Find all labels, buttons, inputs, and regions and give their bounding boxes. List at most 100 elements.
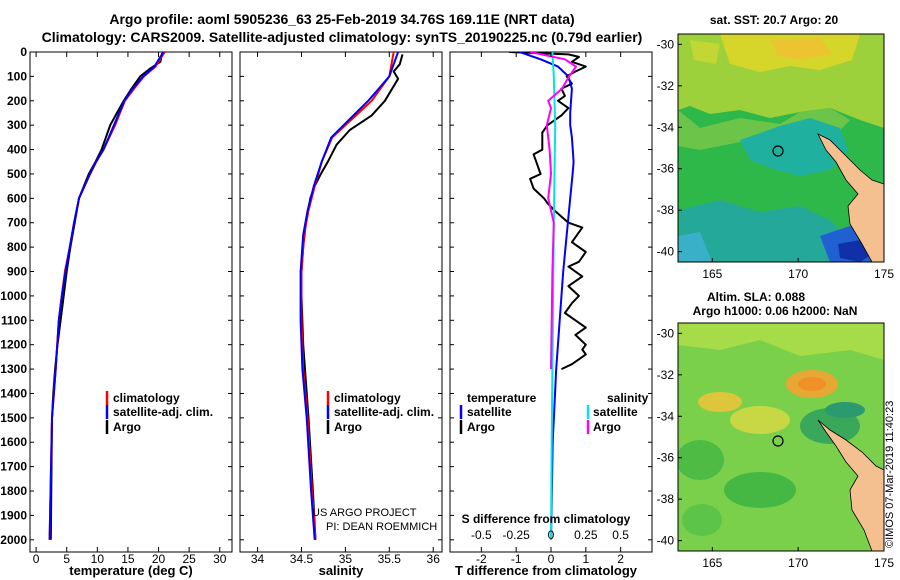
sst-map-argo-marker: [772, 145, 784, 157]
difference-legend: temperature salinity satellite Argo sate…: [459, 391, 649, 434]
s-diff-tick-label: 0.5: [612, 528, 629, 542]
depth-tick-label: 2000: [0, 533, 27, 547]
series-line-climatology: [300, 52, 395, 540]
series-line-temperature-argo: [509, 52, 587, 371]
x-tick-label: 25: [182, 552, 196, 566]
map-x-tick-label: 165: [702, 267, 722, 281]
sla-map-frame: [677, 322, 885, 552]
series-line-satellite-adj-clim-: [48, 52, 165, 540]
legend-argo-label: Argo: [113, 420, 141, 434]
temperature-profile-lines: [48, 52, 166, 540]
depth-tick-label: 1000: [0, 289, 27, 303]
x-tick-label: 10: [91, 552, 105, 566]
depth-tick-label: 1200: [0, 338, 27, 352]
s-diff-tick-label: 0.25: [574, 528, 598, 542]
map-y-tick-label: -40: [657, 534, 675, 548]
map-x-tick-label: 165: [702, 556, 722, 570]
temperature-legend: climatology satellite-adj. clim. Argo: [105, 391, 213, 434]
depth-tick-label: 1100: [1, 313, 27, 327]
depth-axis: 0 100 200 300 400 500 600 700 800 900 1000 1100 1200…: [0, 45, 652, 547]
map-y-tick-label: -40: [657, 245, 675, 259]
salinity-panel-frame: [239, 51, 443, 553]
map-x-tick-label: 170: [788, 267, 808, 281]
map-x-tick-label: 175: [874, 556, 894, 570]
credit-project: US ARGO PROJECT: [312, 507, 417, 519]
sst-map: [678, 34, 884, 262]
s-difference-x-axis: -0.5 -0.25 0 0.25 0.5: [471, 528, 629, 542]
x-tick-label: 30: [213, 552, 227, 566]
map-x-tick-label: 175: [874, 267, 894, 281]
difference-profile-lines: [509, 52, 587, 540]
legend-sal-argo: Argo: [593, 420, 621, 434]
series-line-argo: [300, 54, 404, 540]
depth-tick-label: 1600: [0, 435, 27, 449]
credit-pi: PI: DEAN ROEMMICH: [326, 521, 437, 533]
sla-map: [678, 323, 884, 551]
sla-map-argo-marker: [772, 435, 784, 447]
salinity-legend: climatology satellite-adj. clim. Argo: [326, 391, 434, 434]
series-line-satellite-adj-clim-: [299, 52, 400, 540]
s-diff-tick-label: -0.5: [471, 528, 492, 542]
legend-sal-sat: satellite: [593, 405, 638, 419]
salinity-profile-lines: [299, 52, 404, 540]
t-difference-axis-label: T difference from climatology: [455, 563, 638, 578]
depth-tick-label: 1900: [0, 508, 27, 522]
depth-tick-label: 1800: [0, 484, 27, 498]
legend-sat-label: satellite-adj. clim.: [113, 405, 213, 419]
s-difference-axis-label: S difference from climatology: [462, 512, 631, 526]
legend-argo-label: Argo: [334, 420, 362, 434]
legend-temp-title: temperature: [467, 391, 537, 405]
x-tick-label: -2: [476, 552, 487, 566]
figure-title-line2: Climatology: CARS2009. Satellite-adjuste…: [42, 29, 643, 45]
temperature-axis-label: temperature (deg C): [69, 563, 193, 578]
x-tick-label: 35.5: [378, 552, 402, 566]
sla-map-title2: Argo h1000: 0.06 h2000: NaN: [693, 304, 858, 318]
depth-tick-label: 900: [7, 265, 27, 279]
depth-tick-label: 700: [7, 216, 27, 230]
x-tick-label: 34: [251, 552, 265, 566]
salinity-x-axis: 34 34.5 35 35.5 36: [251, 52, 440, 566]
temperature-x-axis: 0 5 10 15 20 25 30: [33, 52, 227, 566]
map-y-tick-label: -36: [657, 162, 675, 176]
depth-tick-label: 1300: [0, 362, 27, 376]
map-y-tick-label: -30: [657, 326, 675, 340]
map-y-tick-label: -38: [657, 492, 675, 506]
legend-clim-label: climatology: [334, 391, 401, 405]
map-x-tick-label: 170: [788, 556, 808, 570]
map-y-tick-label: -32: [657, 79, 675, 93]
depth-tick-label: 400: [7, 143, 27, 157]
x-tick-label: 15: [121, 552, 135, 566]
depth-tick-label: 600: [7, 191, 27, 205]
x-tick-label: 0: [33, 552, 40, 566]
depth-tick-label: 1400: [0, 386, 27, 400]
legend-sat-label: satellite-adj. clim.: [334, 405, 434, 419]
depth-tick-label: 800: [7, 240, 27, 254]
x-tick-label: 1: [582, 552, 589, 566]
sst-map-axes: -30 -32 -34 -36 -38 -40 165 170 175: [657, 37, 895, 281]
temperature-panel-frame: [29, 51, 233, 553]
x-tick-label: 5: [63, 552, 70, 566]
series-line-temperature-satellite: [519, 52, 575, 540]
depth-tick-label: 1700: [0, 460, 27, 474]
s-diff-tick-label: 0: [548, 528, 555, 542]
x-tick-label: 36: [427, 552, 441, 566]
depth-tick-label: 100: [7, 69, 27, 83]
t-difference-x-axis: -2 -1 0 1 2: [476, 52, 624, 566]
map-y-tick-label: -36: [657, 451, 675, 465]
depth-tick-label: 200: [7, 94, 27, 108]
series-line-climatology: [48, 52, 166, 540]
sst-map-title: sat. SST: 20.7 Argo: 20: [710, 13, 839, 27]
sla-map-axes: -30 -32 -34 -36 -38 -40 165 170 175: [657, 326, 895, 570]
legend-sal-title: salinity: [607, 391, 649, 405]
salinity-axis-label: salinity: [319, 563, 365, 578]
x-tick-label: 34.5: [290, 552, 314, 566]
x-tick-label: 0: [548, 552, 555, 566]
sla-map-title1: Altim. SLA: 0.088: [707, 290, 805, 304]
x-tick-label: 2: [617, 552, 624, 566]
x-tick-label: 35: [339, 552, 353, 566]
depth-tick-label: 500: [7, 167, 27, 181]
map-y-tick-label: -38: [657, 203, 675, 217]
sst-map-frame: [677, 33, 885, 263]
depth-tick-label: 1500: [0, 411, 27, 425]
series-line-salinity-satellite: [550, 52, 557, 540]
